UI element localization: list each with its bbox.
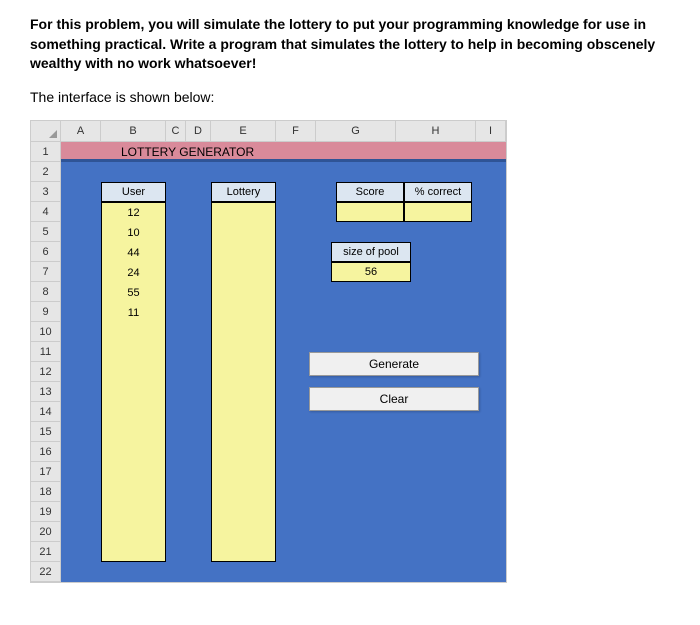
user-column[interactable]: 12 10 44 24 55 11 bbox=[101, 202, 166, 562]
row-header[interactable]: 22 bbox=[31, 562, 61, 582]
user-value[interactable]: 11 bbox=[102, 303, 165, 323]
row-header[interactable]: 12 bbox=[31, 362, 61, 382]
clear-button[interactable]: Clear bbox=[309, 387, 479, 411]
col-header-H[interactable]: H bbox=[396, 121, 476, 141]
col-header-D[interactable]: D bbox=[186, 121, 211, 141]
select-all-corner[interactable] bbox=[31, 121, 61, 141]
intro-paragraph: For this problem, you will simulate the … bbox=[30, 15, 670, 74]
column-headers: A B C D E F G H I bbox=[31, 121, 506, 142]
user-value[interactable]: 10 bbox=[102, 223, 165, 243]
pct-correct-value[interactable] bbox=[404, 202, 472, 222]
row-header[interactable]: 4 bbox=[31, 202, 61, 222]
lottery-title: LOTTERY GENERATOR bbox=[61, 142, 506, 162]
row-header[interactable]: 21 bbox=[31, 542, 61, 562]
row-header[interactable]: 17 bbox=[31, 462, 61, 482]
col-header-G[interactable]: G bbox=[316, 121, 396, 141]
row-header[interactable]: 10 bbox=[31, 322, 61, 342]
user-value[interactable]: 12 bbox=[102, 203, 165, 223]
row-header[interactable]: 13 bbox=[31, 382, 61, 402]
subintro-paragraph: The interface is shown below: bbox=[30, 89, 670, 105]
row-header[interactable]: 18 bbox=[31, 482, 61, 502]
row-header[interactable]: 3 bbox=[31, 182, 61, 202]
col-header-C[interactable]: C bbox=[166, 121, 186, 141]
col-header-F[interactable]: F bbox=[276, 121, 316, 141]
score-header: Score bbox=[336, 182, 404, 202]
row-header[interactable]: 19 bbox=[31, 502, 61, 522]
row-header[interactable]: 1 bbox=[31, 142, 61, 162]
row-header[interactable]: 15 bbox=[31, 422, 61, 442]
pct-correct-header: % correct bbox=[404, 182, 472, 202]
row-header[interactable]: 7 bbox=[31, 262, 61, 282]
size-pool-value[interactable]: 56 bbox=[331, 262, 411, 282]
row-header[interactable]: 14 bbox=[31, 402, 61, 422]
row-header[interactable]: 5 bbox=[31, 222, 61, 242]
col-header-E[interactable]: E bbox=[211, 121, 276, 141]
row-header[interactable]: 6 bbox=[31, 242, 61, 262]
row-header[interactable]: 9 bbox=[31, 302, 61, 322]
col-header-I[interactable]: I bbox=[476, 121, 506, 141]
row-header[interactable]: 16 bbox=[31, 442, 61, 462]
lottery-column[interactable] bbox=[211, 202, 276, 562]
row-header[interactable]: 2 bbox=[31, 162, 61, 182]
user-value[interactable]: 44 bbox=[102, 243, 165, 263]
spreadsheet: A B C D E F G H I LOTTERY GENERATOR User… bbox=[30, 120, 507, 583]
score-value[interactable] bbox=[336, 202, 404, 222]
row-header[interactable]: 11 bbox=[31, 342, 61, 362]
lottery-header: Lottery bbox=[211, 182, 276, 202]
user-header: User bbox=[101, 182, 166, 202]
row-header[interactable]: 8 bbox=[31, 282, 61, 302]
blue-area: User Lottery Score % correct 12 10 44 24… bbox=[61, 162, 506, 582]
size-pool-header: size of pool bbox=[331, 242, 411, 262]
generate-button[interactable]: Generate bbox=[309, 352, 479, 376]
user-value[interactable]: 24 bbox=[102, 263, 165, 283]
row-header[interactable]: 20 bbox=[31, 522, 61, 542]
user-value[interactable]: 55 bbox=[102, 283, 165, 303]
col-header-B[interactable]: B bbox=[101, 121, 166, 141]
col-header-A[interactable]: A bbox=[61, 121, 101, 141]
